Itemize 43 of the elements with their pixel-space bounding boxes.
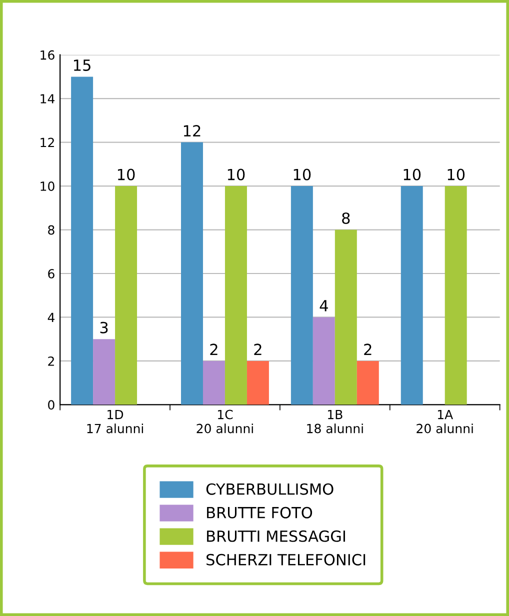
x-tick-label: 1B 18 alunni: [307, 410, 363, 434]
data-label: 12: [184, 125, 200, 136]
x-tick-label: 1D 17 alunni: [87, 410, 143, 434]
data-label: 8: [342, 212, 350, 224]
x-tick-label: 1A 20 alunni: [416, 410, 473, 434]
y-tick-label: 0: [48, 400, 54, 410]
legend-label: CYBERBULLISMO: [206, 483, 334, 495]
bar: [312, 317, 335, 405]
legend-label: BRUTTI MESSAGGI: [207, 530, 345, 542]
bar: [334, 230, 357, 405]
data-label: 2: [210, 344, 218, 356]
bar: [444, 186, 467, 405]
data-label: 10: [118, 168, 135, 180]
y-tick-label: 10: [40, 182, 54, 191]
bar: [181, 142, 203, 405]
bar: [246, 360, 269, 405]
y-tick-label: 2: [48, 356, 54, 366]
legend-label: BRUTTE FOTO: [207, 506, 312, 518]
data-label: 15: [74, 60, 90, 71]
x-tick-label: 1C 20 alunni: [196, 410, 253, 434]
bar: [115, 186, 138, 405]
data-label: 3: [100, 322, 108, 334]
bar: [400, 186, 423, 405]
bar: [93, 339, 116, 405]
legend-label: SCHERZI TELEFONICI: [206, 554, 366, 566]
bar: [71, 76, 94, 405]
data-label: 4: [320, 300, 328, 312]
y-tick-label: 6: [48, 268, 54, 278]
y-tick-label: 14: [40, 94, 54, 104]
data-label: 10: [228, 168, 245, 180]
y-tick-label: 4: [48, 312, 54, 322]
y-tick-label: 12: [40, 138, 54, 148]
bar: [290, 186, 313, 405]
data-label: 2: [364, 344, 372, 356]
data-label: 2: [254, 344, 262, 356]
bar: [224, 186, 247, 405]
y-tick-label: 16: [40, 50, 54, 60]
data-label: 10: [294, 168, 311, 180]
data-label: 10: [404, 168, 421, 180]
y-tick-label: 8: [48, 225, 54, 235]
bar: [202, 360, 225, 405]
bar: [356, 360, 379, 405]
data-label: 10: [448, 168, 465, 180]
